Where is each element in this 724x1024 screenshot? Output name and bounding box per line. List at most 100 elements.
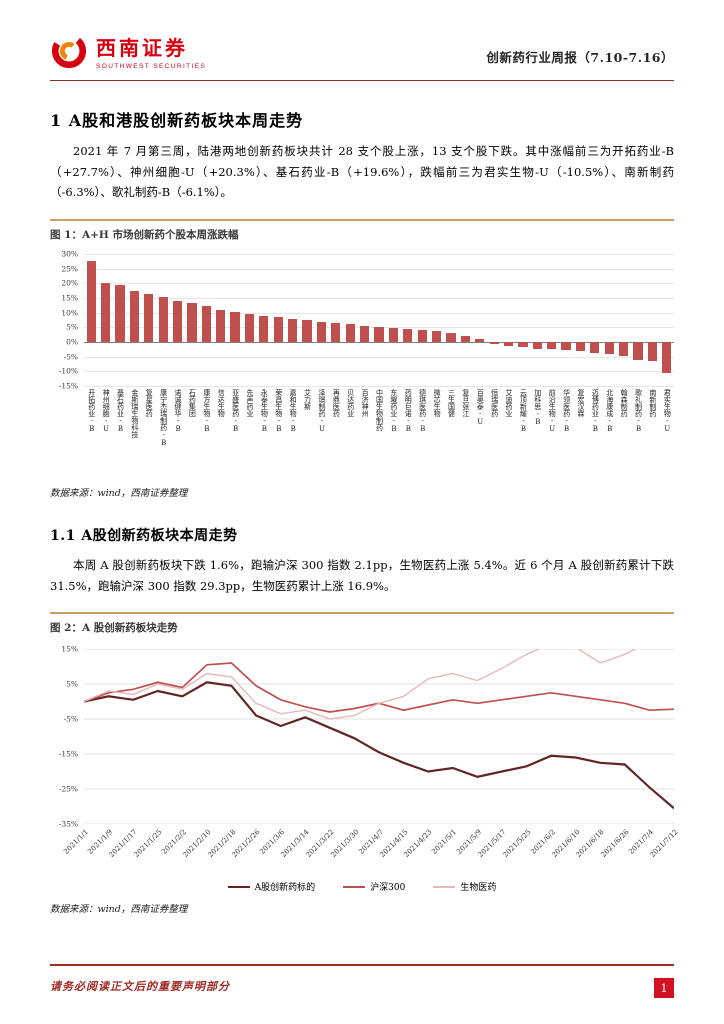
bar [230, 312, 240, 343]
bar-column [329, 254, 343, 386]
bar-column [214, 254, 228, 386]
bar-chart-bars [84, 254, 674, 386]
bar-category-label: 德琪医药-B [418, 389, 427, 434]
bar-column [386, 254, 400, 386]
bar [201, 305, 211, 343]
figure-2-top-rule [50, 612, 674, 615]
series-line-0 [84, 681, 674, 810]
legend-label: 生物医药 [460, 883, 497, 894]
series-line-2 [84, 649, 637, 721]
bar-gridline [84, 312, 674, 314]
legend-label: A股创新药标的 [254, 883, 316, 894]
bar-column [429, 254, 443, 386]
bar [316, 321, 327, 343]
figure-2: 图 2：A 股创新药板块走势 15% 5% -5% -15% -25% -35% 2021… [50, 612, 680, 915]
bar [288, 318, 298, 343]
line-chart-x-axis-labels: 2021/1/1 2021/1/9 2021/1/17 2021/1/25 2021/2… [62, 824, 680, 878]
bar-column [545, 254, 559, 386]
line-x-tick-label: 2021/5/1 [430, 828, 459, 857]
bar [590, 342, 600, 353]
bar-column [185, 254, 199, 386]
header-divider [50, 80, 674, 81]
bar [475, 338, 485, 343]
bar [388, 327, 398, 343]
bar-column [516, 254, 530, 386]
line-x-tick-label: 2021/1/1 [61, 828, 90, 857]
bar [158, 297, 168, 343]
bar-column [98, 254, 112, 386]
bar [518, 342, 528, 348]
bar-column [616, 254, 630, 386]
bar-column [300, 254, 314, 386]
bar [360, 325, 370, 343]
bar [273, 317, 283, 343]
bar-category-label: 前沿生物-U [548, 389, 557, 434]
section-1-1-paragraph: 本周 A 股创新药板块下跌 1.6%，跑输沪深 300 指数 2.1pp，生物医… [50, 558, 674, 593]
legend-item: A股创新药标的 [227, 880, 316, 894]
figure-1-top-rule [50, 219, 674, 222]
bar [633, 342, 643, 360]
bar-category-label: 南新制药 [648, 389, 657, 418]
bar-column [573, 254, 587, 386]
line-y-tick-label: -15% [58, 749, 78, 759]
legend-line-swatch [433, 885, 456, 889]
bar-category-label: 先声药业 [245, 389, 254, 418]
bar [604, 342, 614, 355]
bar-category-label: 东曜药业-B [389, 389, 398, 434]
bar-column [631, 254, 645, 386]
bar-column [199, 254, 213, 386]
bar-category-label: 艾迪药业 [505, 389, 514, 418]
bar-column [559, 254, 573, 386]
bar-column [401, 254, 415, 386]
line-y-tick-label: 15% [61, 644, 78, 654]
bar-y-tick-label: -15% [58, 381, 78, 391]
report-title: 创新药行业周报（7.10-7.16） [486, 50, 674, 65]
bar-column [156, 254, 170, 386]
bar [216, 309, 226, 343]
bar-gridline [84, 298, 674, 300]
figure-2-line-chart: 15% 5% -5% -15% -25% -35% 2021/1/1 2021/1/9 202… [50, 645, 680, 878]
legend-line-swatch [227, 885, 250, 889]
bar-column [343, 254, 357, 386]
brand-name-cn: 西南证券 [96, 36, 188, 60]
bar-y-tick-label: 0% [66, 337, 78, 347]
bar [331, 322, 341, 343]
legend-line-swatch [343, 885, 366, 889]
figure-1: 图 1：A+H 市场创新药个股本周涨跌幅 30% 25% 20% 15% 10% 5% 0%… [50, 219, 674, 499]
line-y-tick-label: -5% [63, 714, 78, 724]
bar [86, 260, 96, 343]
bar [187, 303, 197, 343]
line-y-tick-label: -25% [58, 784, 78, 794]
bar-column [487, 254, 501, 386]
bar-column [170, 254, 184, 386]
section-1-1-heading: 1.1 A股创新药板块本周走势 [50, 528, 238, 545]
bar-chart-y-axis: 30% 25% 20% 15% 10% 5% 0% -5% -10% -15% [50, 250, 84, 391]
bar-category-label: 君实生物-U [663, 389, 672, 434]
bar [561, 342, 571, 351]
bar [244, 313, 255, 343]
bar [374, 326, 384, 343]
bar-column [530, 254, 544, 386]
bar-column [645, 254, 659, 386]
bar-category-label: 石药集团 [188, 389, 197, 418]
page-header: 西南证券 SOUTHWEST SECURITIES 创新药行业周报（7.10-7… [0, 0, 724, 80]
bar [417, 329, 427, 343]
bar-category-label: 诺诚健华-B [174, 389, 183, 434]
bar-column [113, 254, 127, 386]
bar-y-tick-label: 25% [61, 264, 78, 274]
bar-gridline [84, 283, 674, 285]
bar-column [285, 254, 299, 386]
bar-y-tick-label: 10% [61, 308, 78, 318]
bar-category-label: 北海康成-B [605, 389, 614, 434]
bar-category-label: 云顶新耀-B [519, 389, 528, 434]
bar-chart-plot [84, 254, 674, 388]
bar-column [458, 254, 472, 386]
bar [575, 342, 586, 352]
bar-category-label: 基石药业-B [116, 389, 125, 434]
bar [302, 320, 312, 343]
brand-text: 西南证券 SOUTHWEST SECURITIES [96, 32, 206, 70]
bar-category-label: 贝达药业 [346, 389, 355, 418]
bar-y-tick-label: 20% [61, 278, 78, 288]
bar [172, 300, 183, 343]
legend-item: 沪深300 [343, 880, 405, 893]
